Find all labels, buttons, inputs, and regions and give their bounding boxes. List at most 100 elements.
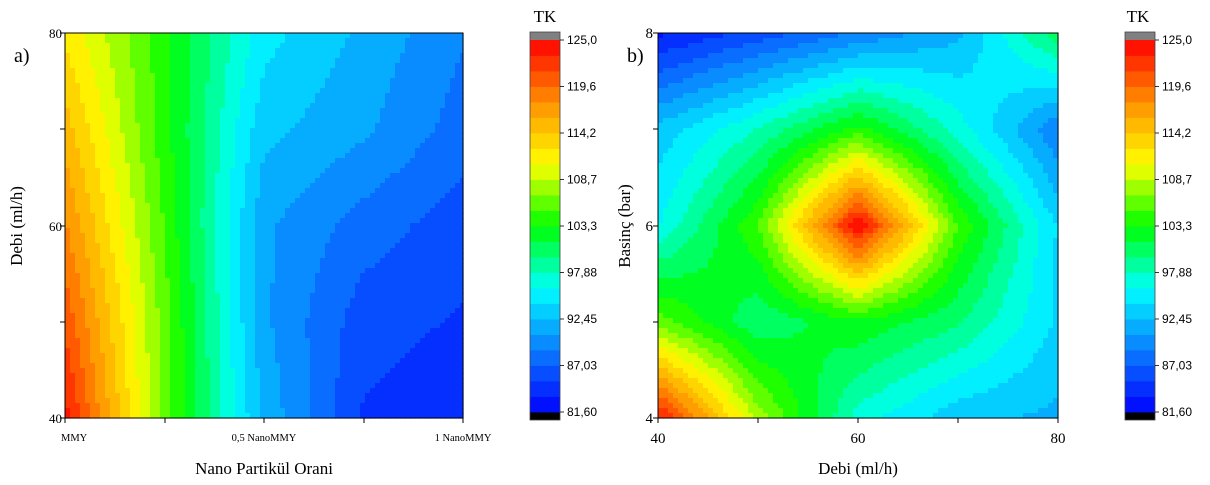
contour-cell-a — [245, 403, 251, 409]
contour-cell-a — [375, 153, 381, 159]
contour-cell-a — [225, 103, 231, 109]
contour-cell-a — [275, 288, 281, 294]
contour-cell-a — [320, 133, 326, 139]
contour-cell-a — [370, 188, 376, 194]
contour-cell-a — [70, 313, 76, 319]
contour-cell-a — [160, 58, 166, 64]
contour-cell-a — [265, 348, 271, 354]
contour-cell-a — [200, 343, 206, 349]
contour-cell-a — [120, 268, 126, 274]
contour-cell-a — [335, 138, 341, 144]
contour-cell-a — [180, 148, 186, 154]
contour-cell-a — [245, 138, 251, 144]
contour-cell-a — [370, 33, 376, 39]
contour-cell-a — [135, 218, 141, 224]
contour-cell-a — [70, 213, 76, 219]
contour-cell-a — [220, 313, 226, 319]
contour-cell-a — [140, 348, 146, 354]
contour-cell-a — [100, 293, 106, 299]
contour-cell-a — [225, 393, 231, 399]
contour-cell-a — [190, 248, 196, 254]
contour-cell-a — [330, 168, 336, 174]
contour-cell-a — [300, 333, 306, 339]
contour-cell-a — [350, 398, 356, 404]
contour-cell-a — [290, 233, 296, 239]
contour-cell-a — [370, 58, 376, 64]
contour-cell-a — [140, 353, 146, 359]
contour-cell-a — [135, 328, 141, 334]
contour-cell-a — [350, 283, 356, 289]
contour-cell-a — [330, 218, 336, 224]
contour-cell-a — [165, 393, 171, 399]
contour-cell-a — [90, 323, 96, 329]
contour-cell-a — [300, 268, 306, 274]
contour-cell-a — [175, 308, 181, 314]
contour-cell-a — [90, 78, 96, 84]
contour-cell-a — [170, 403, 176, 409]
contour-cell-a — [320, 348, 326, 354]
contour-cell-a — [350, 343, 356, 349]
contour-cell-a — [245, 83, 251, 89]
contour-cell-a — [165, 113, 171, 119]
contour-cell-a — [180, 293, 186, 299]
contour-cell-a — [215, 388, 221, 394]
contour-cell-a — [245, 383, 251, 389]
contour-cell-a — [205, 58, 211, 64]
contour-cell-a — [90, 183, 96, 189]
contour-cell-a — [365, 273, 371, 279]
contour-cell-a — [130, 248, 136, 254]
contour-cell-a — [200, 113, 206, 119]
contour-cell-a — [190, 38, 196, 44]
contour-cell-a — [105, 103, 111, 109]
contour-cell-a — [350, 373, 356, 379]
contour-cell-a — [80, 343, 86, 349]
contour-cell-a — [245, 228, 251, 234]
contour-cell-a — [375, 283, 381, 289]
contour-cell-a — [70, 248, 76, 254]
contour-cell-a — [315, 103, 321, 109]
contour-cell-a — [65, 88, 71, 94]
contour-cell-a — [85, 98, 91, 104]
contour-cell-a — [75, 173, 81, 179]
contour-cell-a — [370, 393, 376, 399]
contour-cell-a — [135, 283, 141, 289]
contour-cell-a — [345, 48, 351, 54]
contour-cell-a — [90, 43, 96, 49]
contour-cell-a — [180, 328, 186, 334]
contour-cell-a — [90, 163, 96, 169]
contour-cell-a — [305, 388, 311, 394]
contour-cell-a — [125, 413, 131, 419]
contour-cell-a — [330, 68, 336, 74]
contour-cell-a — [190, 108, 196, 114]
contour-cell-a — [95, 333, 101, 339]
contour-cell-a — [200, 158, 206, 164]
contour-cell-a — [220, 63, 226, 69]
contour-cell-a — [310, 78, 316, 84]
contour-cell-a — [340, 103, 346, 109]
contour-cell-a — [180, 268, 186, 274]
contour-cell-a — [320, 73, 326, 79]
contour-cell-a — [160, 63, 166, 69]
contour-cell-a — [290, 183, 296, 189]
contour-cell-a — [150, 143, 156, 149]
contour-cell-a — [350, 348, 356, 354]
contour-cell-a — [80, 303, 86, 309]
contour-cell-a — [325, 368, 331, 374]
contour-cell-a — [360, 363, 366, 369]
contour-cell-a — [330, 283, 336, 289]
contour-cell-a — [255, 408, 261, 414]
contour-cell-a — [280, 188, 286, 194]
contour-cell-a — [265, 58, 271, 64]
contour-cell-a — [235, 178, 241, 184]
contour-cell-a — [240, 48, 246, 54]
contour-cell-a — [325, 118, 331, 124]
contour-cell-a — [115, 173, 121, 179]
contour-cell-a — [90, 218, 96, 224]
contour-cell-a — [155, 223, 161, 229]
contour-cell-a — [80, 293, 86, 299]
contour-cell-a — [165, 168, 171, 174]
contour-cell-a — [245, 283, 251, 289]
contour-cell-a — [350, 403, 356, 409]
contour-cell-a — [140, 283, 146, 289]
contour-cell-a — [230, 33, 236, 39]
